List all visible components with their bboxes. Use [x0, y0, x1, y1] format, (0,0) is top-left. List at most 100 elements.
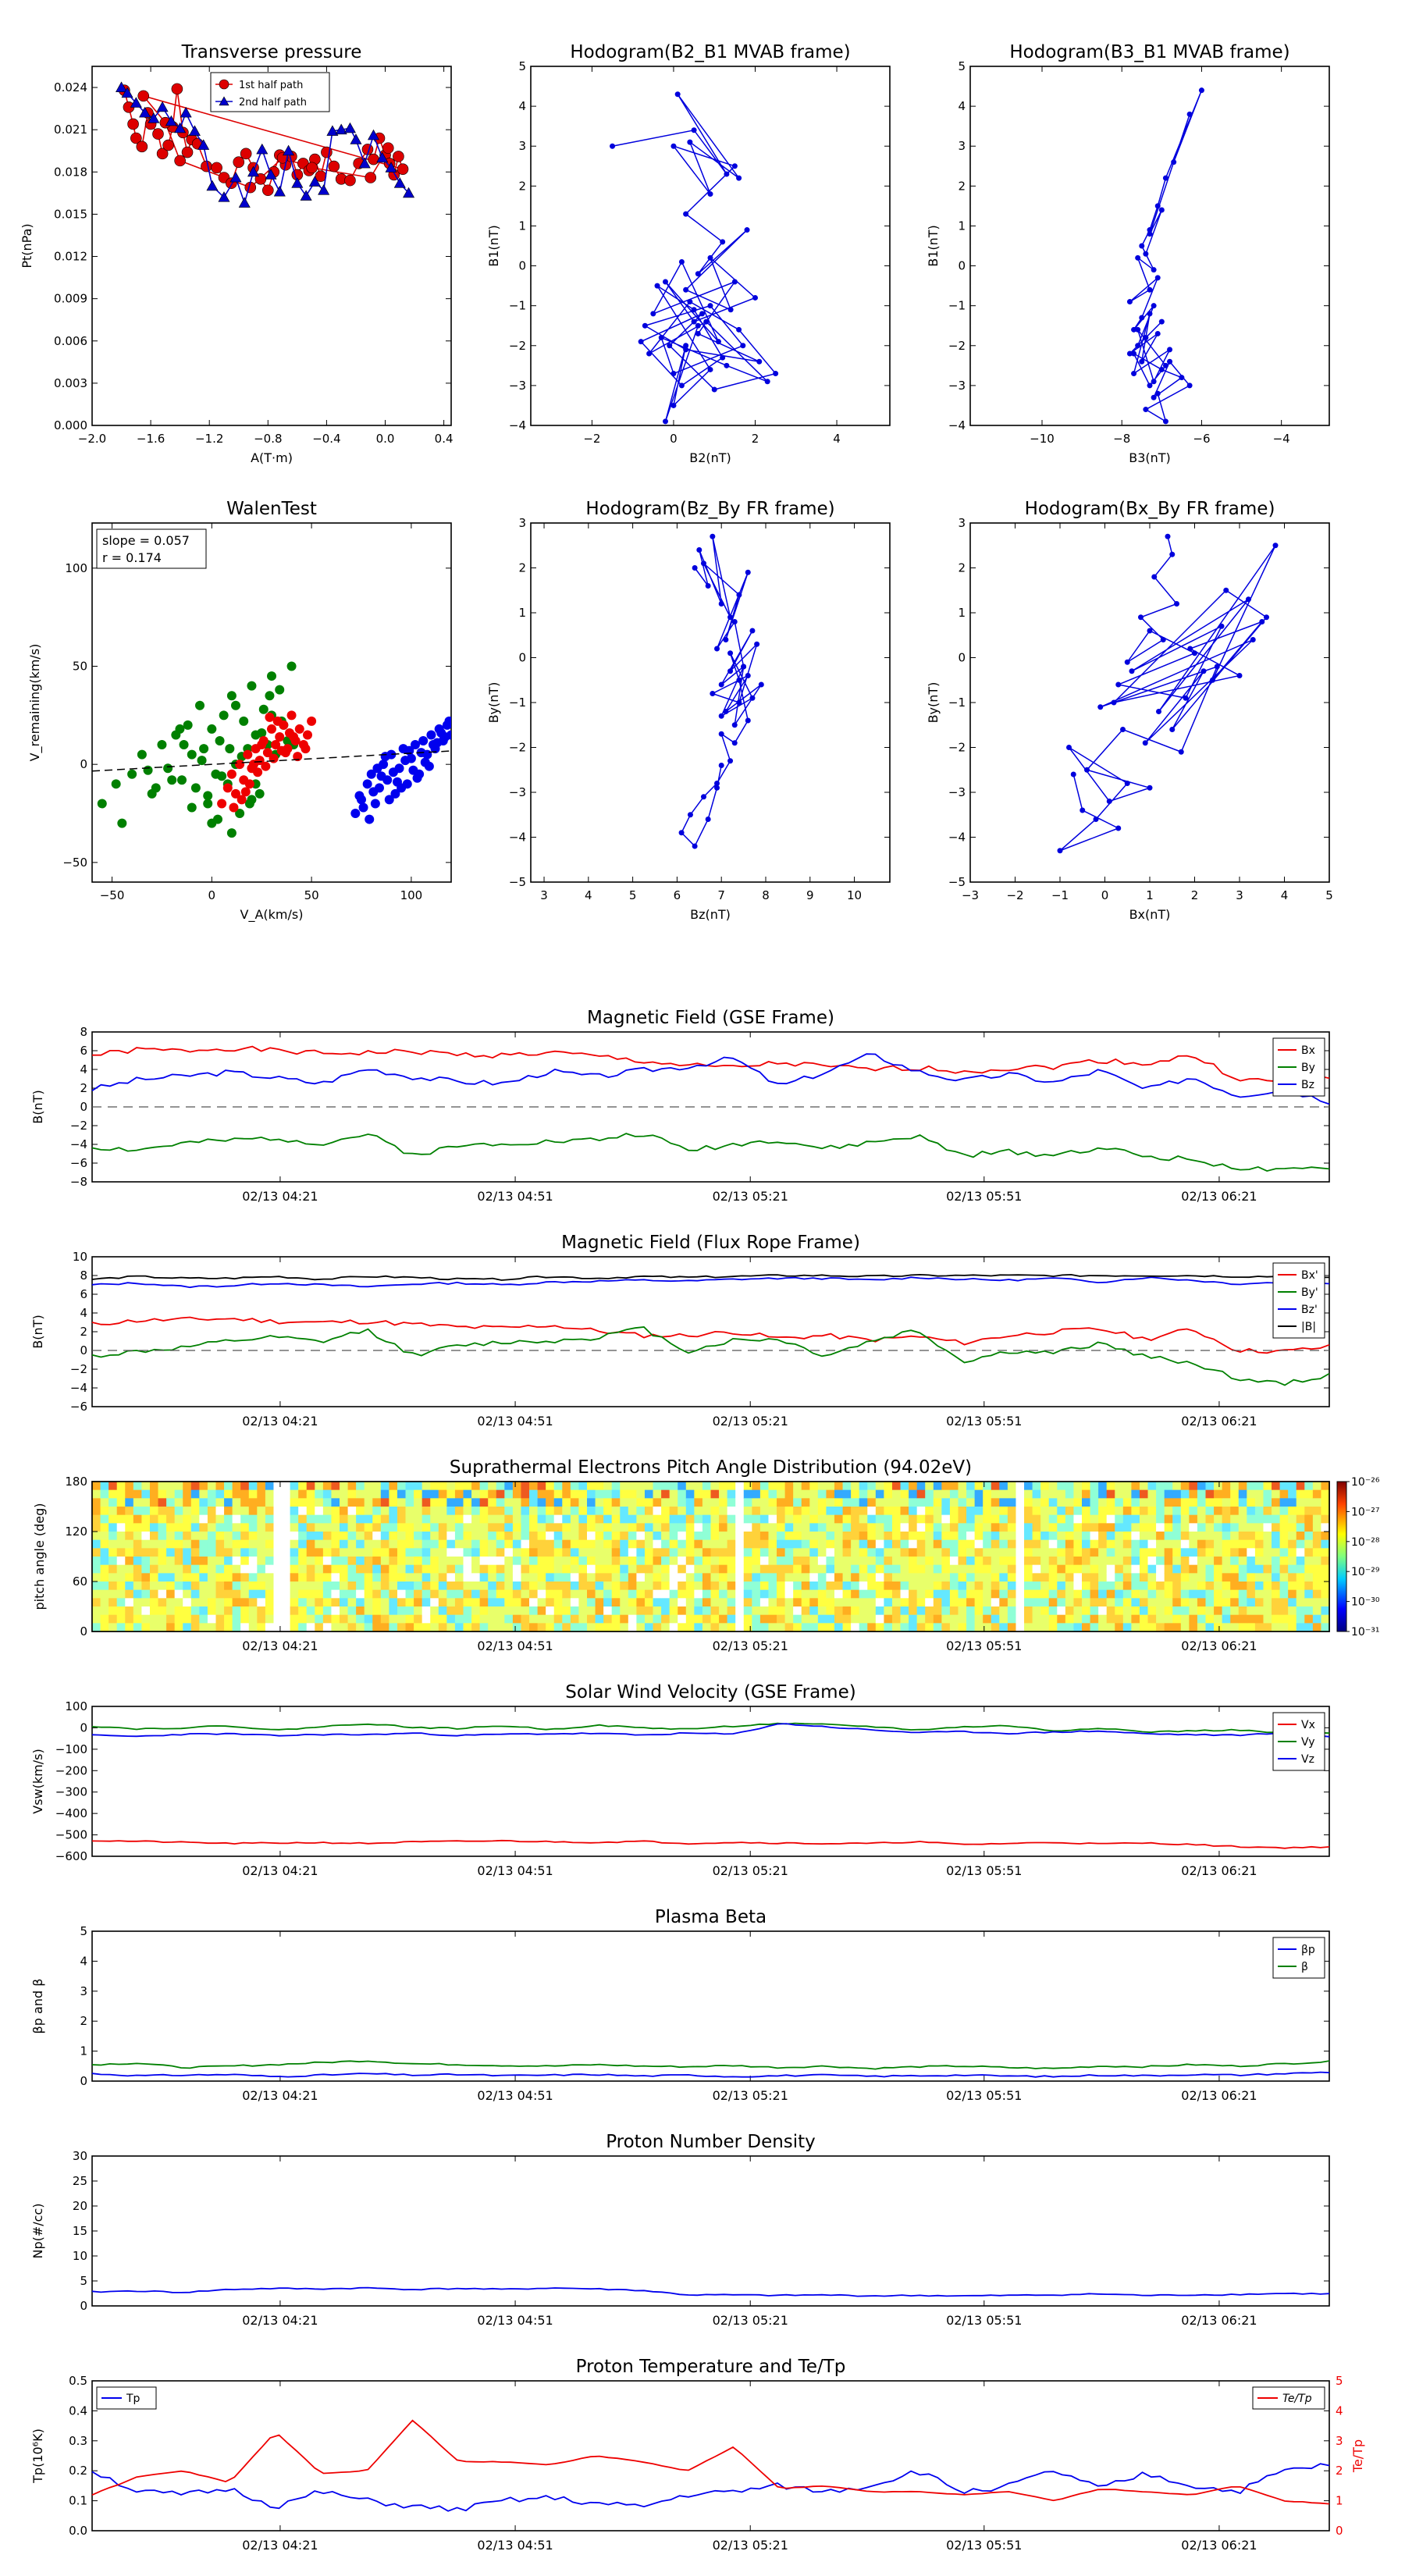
heatmap-cell	[1172, 1564, 1182, 1574]
heatmap-cell	[1304, 1564, 1314, 1574]
heatmap-cell	[1131, 1532, 1140, 1541]
heatmap-cell	[710, 1498, 720, 1507]
heatmap-cell	[578, 1589, 588, 1599]
heatmap-cell	[1139, 1598, 1149, 1607]
heatmap-cell	[553, 1598, 563, 1607]
heatmap-cell	[488, 1498, 497, 1507]
heatmap-cell	[257, 1589, 266, 1599]
heatmap-cell	[240, 1606, 250, 1616]
plot-frame	[969, 66, 1330, 426]
heatmap-cell	[133, 1582, 142, 1591]
heatmap-cell	[504, 1482, 514, 1491]
data-point	[247, 165, 260, 177]
heatmap-cell	[809, 1614, 819, 1624]
heatmap-cell	[793, 1548, 802, 1557]
x-tick-label: 02/13 06:21	[1181, 1189, 1257, 1204]
heatmap-cell	[1156, 1589, 1165, 1599]
heatmap-cell	[999, 1564, 1008, 1574]
heatmap-cell	[306, 1498, 315, 1507]
heatmap-cell	[504, 1573, 514, 1582]
heatmap-cell	[1032, 1582, 1041, 1591]
heatmap-cell	[1164, 1623, 1173, 1632]
heatmap-cell	[108, 1623, 118, 1632]
heatmap-cell	[141, 1557, 151, 1566]
heatmap-cell	[1263, 1557, 1272, 1566]
heatmap-cell	[199, 1623, 208, 1632]
heatmap-cell	[1082, 1532, 1091, 1541]
heatmap-cell	[512, 1573, 521, 1582]
heatmap-cell	[248, 1498, 258, 1507]
data-point	[254, 788, 265, 799]
heatmap-cell	[92, 1489, 101, 1499]
heatmap-cell	[784, 1532, 794, 1541]
heatmap-cell	[347, 1623, 357, 1632]
heatmap-cell	[405, 1598, 414, 1607]
heatmap-cell	[719, 1489, 728, 1499]
heatmap-cell	[768, 1498, 777, 1507]
data-point	[130, 97, 142, 108]
heatmap-cell	[290, 1614, 299, 1624]
heatmap-cell	[553, 1523, 563, 1532]
heatmap-cell	[611, 1598, 621, 1607]
heatmap-cell	[653, 1498, 662, 1507]
heatmap-cell	[290, 1606, 299, 1616]
heatmap-cell	[1040, 1489, 1050, 1499]
heatmap-cell	[900, 1514, 909, 1524]
heatmap-cell	[1156, 1514, 1165, 1524]
heatmap-cell	[108, 1614, 118, 1624]
heatmap-cell	[496, 1589, 505, 1599]
heatmap-cell	[1147, 1548, 1157, 1557]
legend-label: Bz	[1301, 1079, 1314, 1091]
heatmap-cell	[422, 1623, 431, 1632]
data-point	[1151, 574, 1158, 580]
heatmap-cell	[678, 1614, 687, 1624]
data-point	[244, 799, 254, 809]
heatmap-cell	[463, 1623, 472, 1632]
heatmap-cell	[389, 1557, 398, 1566]
heatmap-cell	[521, 1523, 530, 1532]
data-point	[687, 299, 693, 305]
heatmap-cell	[1312, 1507, 1321, 1516]
heatmap-cell	[1205, 1623, 1215, 1632]
heatmap-cell	[1082, 1564, 1091, 1574]
heatmap-cell	[900, 1498, 909, 1507]
legend-label: Bz'	[1301, 1304, 1318, 1316]
heatmap-cell	[438, 1598, 447, 1607]
heatmap-cell	[784, 1623, 794, 1632]
heatmap-cell	[916, 1598, 926, 1607]
heatmap-cell	[125, 1598, 134, 1607]
heatmap-cell	[1065, 1523, 1074, 1532]
heatmap-cell	[603, 1498, 613, 1507]
heatmap-cell	[759, 1589, 769, 1599]
heatmap-cell	[801, 1573, 810, 1582]
heatmap-cell	[1131, 1507, 1140, 1516]
heatmap-cell	[595, 1498, 604, 1507]
heatmap-cell	[702, 1614, 711, 1624]
heatmap-cell	[537, 1482, 546, 1491]
heatmap-cell	[611, 1606, 621, 1616]
heatmap-cell	[322, 1498, 332, 1507]
heatmap-cell	[125, 1498, 134, 1507]
heatmap-cell	[248, 1614, 258, 1624]
heatmap-cell	[653, 1623, 662, 1632]
heatmap-cell	[1263, 1539, 1272, 1549]
heatmap-cell	[636, 1573, 646, 1582]
data-point	[723, 709, 729, 714]
heatmap-cell	[405, 1489, 414, 1499]
heatmap-cell	[949, 1589, 959, 1599]
heatmap-cell	[422, 1589, 431, 1599]
heatmap-cell	[710, 1507, 720, 1516]
heatmap-cell	[1222, 1623, 1231, 1632]
heatmap-cell	[1156, 1573, 1165, 1582]
y-tick-label: 60	[73, 1574, 87, 1589]
heatmap-cell	[661, 1514, 670, 1524]
data-point	[696, 547, 702, 553]
heatmap-cell	[1222, 1598, 1231, 1607]
heatmap-cell	[1156, 1557, 1165, 1566]
data-point	[1147, 231, 1153, 237]
heatmap-cell	[1205, 1498, 1215, 1507]
y-tick-label-right: 3	[1336, 2434, 1343, 2448]
x-tick-label: 02/13 05:51	[946, 1189, 1022, 1204]
heatmap-cell	[1180, 1514, 1190, 1524]
heatmap-cell	[884, 1548, 893, 1557]
